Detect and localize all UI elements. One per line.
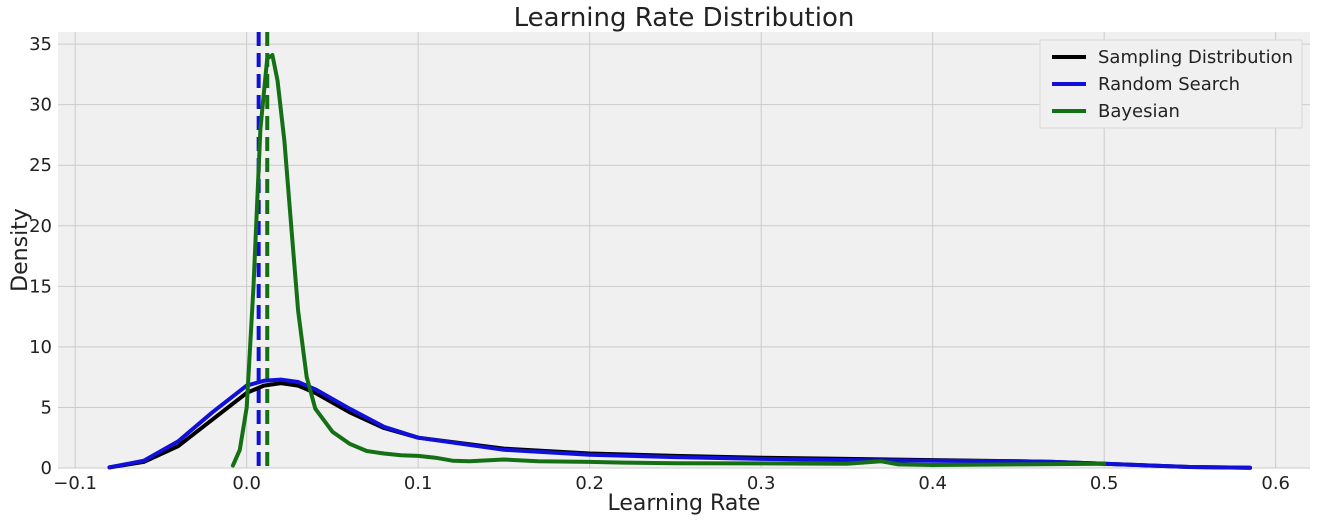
y-tick-label: 30	[29, 95, 52, 116]
series-line	[107, 377, 1252, 470]
x-tick-label: 0.6	[1261, 473, 1290, 494]
series-lines	[107, 53, 1252, 470]
x-tick-label: 0.3	[747, 473, 776, 494]
y-tick-label: 15	[29, 276, 52, 297]
x-tick-label: −0.1	[53, 473, 97, 494]
chart-title: Learning Rate Distribution	[514, 3, 855, 33]
legend: Sampling Distribution Random Search Bayesi…	[1039, 39, 1303, 129]
y-tick-label: 0	[41, 458, 52, 479]
series-line	[230, 53, 1107, 468]
y-tick-label: 10	[29, 337, 52, 358]
y-tick-label: 20	[29, 216, 52, 237]
legend-label: Sampling Distribution	[1098, 47, 1293, 68]
x-tick-labels: −0.1 0.0 0.1 0.2 0.3 0.4 0.5 0.6	[53, 473, 1290, 494]
legend-label: Bayesian	[1098, 101, 1180, 122]
legend-label: Random Search	[1098, 74, 1240, 95]
y-tick-label: 5	[41, 397, 52, 418]
x-tick-label: 0.5	[1090, 473, 1119, 494]
x-tick-label: 0.2	[575, 473, 604, 494]
y-tick-label: 35	[29, 34, 52, 55]
y-tick-labels: 0 5 10 15 20 25 30 35	[29, 34, 52, 479]
y-axis-label: Density	[8, 208, 33, 292]
x-tick-label: 0.0	[232, 473, 261, 494]
x-axis-label: Learning Rate	[608, 491, 761, 516]
x-tick-label: 0.1	[404, 473, 433, 494]
y-tick-label: 25	[29, 155, 52, 176]
reference-lines	[256, 32, 270, 468]
x-tick-label: 0.4	[918, 473, 947, 494]
